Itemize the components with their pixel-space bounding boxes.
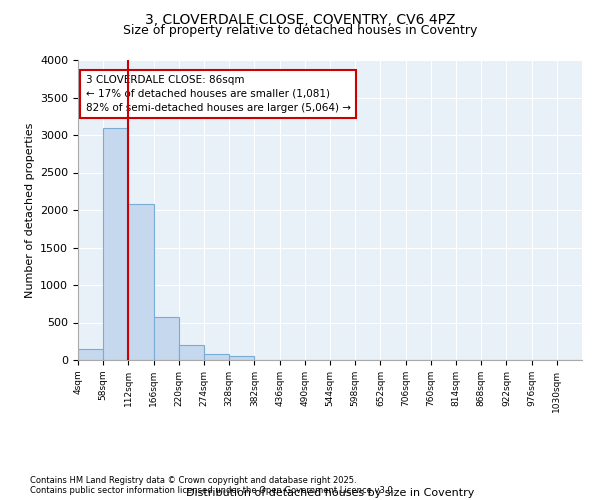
Bar [103,128,128,360]
X-axis label: Distribution of detached houses by size in Coventry: Distribution of detached houses by size … [186,488,474,498]
Text: Contains public sector information licensed under the Open Government Licence v3: Contains public sector information licen… [30,486,395,495]
Bar [78,349,103,360]
Bar [229,356,254,360]
Text: Size of property relative to detached houses in Coventry: Size of property relative to detached ho… [123,24,477,37]
Bar [128,204,154,360]
Bar [179,345,204,360]
Text: 3, CLOVERDALE CLOSE, COVENTRY, CV6 4PZ: 3, CLOVERDALE CLOSE, COVENTRY, CV6 4PZ [145,12,455,26]
Bar [204,354,229,360]
Text: Contains HM Land Registry data © Crown copyright and database right 2025.: Contains HM Land Registry data © Crown c… [30,476,356,485]
Bar [154,316,179,360]
Y-axis label: Number of detached properties: Number of detached properties [25,122,35,298]
Text: 3 CLOVERDALE CLOSE: 86sqm
← 17% of detached houses are smaller (1,081)
82% of se: 3 CLOVERDALE CLOSE: 86sqm ← 17% of detac… [86,75,350,113]
